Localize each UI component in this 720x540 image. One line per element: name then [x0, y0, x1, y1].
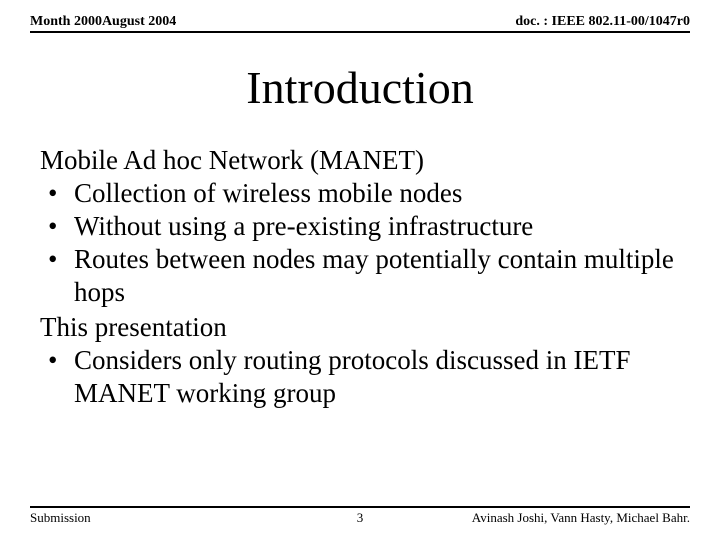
bullet-text: Without using a pre-existing infrastruct… [74, 210, 680, 243]
footer-right: Avinash Joshi, Vann Hasty, Michael Bahr. [371, 510, 690, 526]
slide: Month 2000August 2004 doc. : IEEE 802.11… [0, 0, 720, 540]
bullet-icon: • [40, 177, 74, 210]
bullet-icon: • [40, 243, 74, 309]
slide-title: Introduction [30, 61, 690, 114]
group2-lead: This presentation [40, 311, 680, 344]
slide-body: Mobile Ad hoc Network (MANET) • Collecti… [30, 144, 690, 410]
bullet-item: • Routes between nodes may potentially c… [40, 243, 680, 309]
header-left: Month 2000August 2004 [30, 14, 176, 30]
footer: Submission 3 Avinash Joshi, Vann Hasty, … [30, 506, 690, 526]
bullet-icon: • [40, 344, 74, 410]
group1-lead: Mobile Ad hoc Network (MANET) [40, 144, 680, 177]
slide-number: 3 [349, 510, 372, 526]
bullet-text: Routes between nodes may potentially con… [74, 243, 680, 309]
bullet-item: • Without using a pre-existing infrastru… [40, 210, 680, 243]
footer-left: Submission [30, 510, 349, 526]
bullet-icon: • [40, 210, 74, 243]
bullet-item: • Considers only routing protocols discu… [40, 344, 680, 410]
header: Month 2000August 2004 doc. : IEEE 802.11… [30, 14, 690, 33]
bullet-text: Considers only routing protocols discuss… [74, 344, 680, 410]
bullet-item: • Collection of wireless mobile nodes [40, 177, 680, 210]
header-right: doc. : IEEE 802.11-00/1047r0 [515, 14, 690, 30]
bullet-text: Collection of wireless mobile nodes [74, 177, 680, 210]
